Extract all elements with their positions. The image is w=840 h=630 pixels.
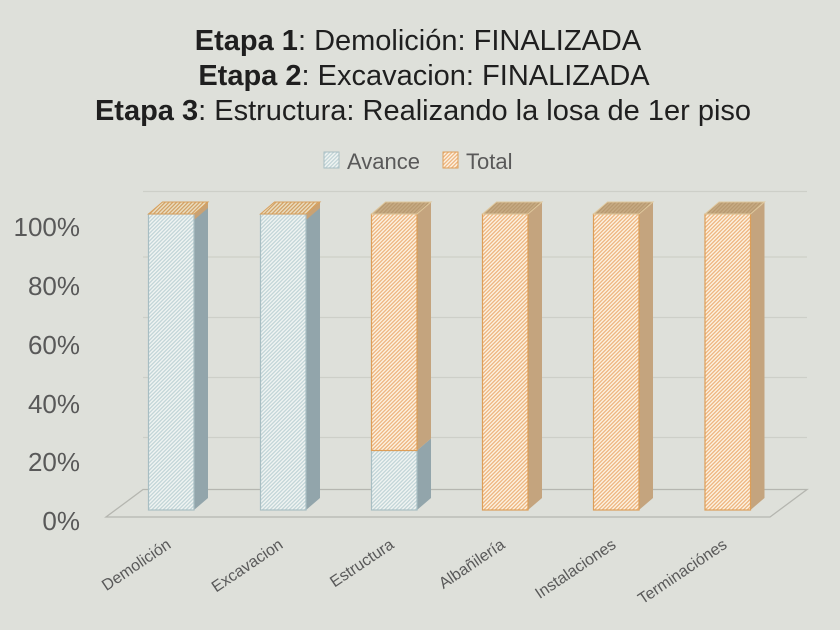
- svg-text:40%: 40%: [28, 389, 80, 419]
- svg-text:Total: Total: [466, 149, 512, 174]
- svg-text:Estructura: Estructura: [327, 536, 397, 591]
- svg-text:80%: 80%: [28, 271, 80, 301]
- svg-text:0%: 0%: [42, 506, 80, 536]
- svg-text:Excavacion: Excavacion: [209, 536, 286, 596]
- svg-text:100%: 100%: [14, 212, 81, 242]
- svg-text:Terminaciónes: Terminaciónes: [635, 536, 730, 608]
- svg-text:Avance: Avance: [347, 149, 420, 174]
- svg-text:20%: 20%: [28, 447, 80, 477]
- svg-text:Demolición: Demolición: [99, 536, 174, 594]
- svg-text:Instalaciones: Instalaciones: [532, 536, 619, 602]
- svg-text:60%: 60%: [28, 330, 80, 360]
- svg-text:Albañilería: Albañilería: [436, 536, 508, 592]
